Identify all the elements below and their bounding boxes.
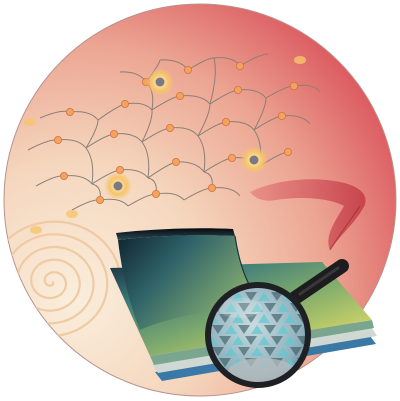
- monomer-node: [289, 82, 298, 91]
- crystal-triangle: [258, 336, 270, 345]
- crystal-triangle: [271, 292, 283, 301]
- crystal-triangle: [245, 314, 257, 323]
- crystal-triangle: [212, 325, 224, 334]
- crystal-triangle: [284, 336, 296, 345]
- film-curl-edge: [116, 228, 235, 240]
- magnifier-handle-highlight: [298, 266, 340, 296]
- monomer-node: [60, 171, 69, 180]
- monomer-node: [171, 157, 180, 166]
- chain-end-cap: [24, 118, 36, 126]
- crystal-triangle: [284, 314, 296, 323]
- crystal-triangle: [232, 314, 244, 323]
- crystal-triangle: [271, 314, 283, 323]
- crystal-triangle: [225, 325, 237, 334]
- metal-center-node: [155, 77, 165, 87]
- monomer-node: [165, 124, 174, 133]
- crystal-triangle: [232, 292, 244, 301]
- crystal-triangle: [219, 336, 231, 345]
- chain-end-cap: [294, 56, 306, 64]
- monomer-node: [183, 66, 192, 75]
- crystal-triangle: [277, 347, 289, 356]
- polymer-chain-segment: [197, 103, 211, 137]
- metal-center-node: [113, 181, 123, 191]
- crystal-triangle: [264, 303, 276, 312]
- polymer-chain-segment: [253, 97, 267, 131]
- chain-end-cap: [30, 226, 42, 234]
- polymer-chain-segment: [141, 141, 150, 179]
- lens-glare: [218, 298, 262, 318]
- crystal-triangle: [277, 325, 289, 334]
- crystal-triangle: [245, 336, 257, 345]
- metal-center-node: [249, 155, 259, 165]
- monomer-node: [227, 153, 236, 162]
- monomer-node: [207, 183, 216, 192]
- monomer-node: [96, 195, 105, 204]
- crystal-triangle: [238, 347, 250, 356]
- crystal-triangle: [258, 314, 270, 323]
- ribbon-edge: [329, 205, 361, 251]
- crystal-triangle: [212, 347, 224, 356]
- monomer-node: [175, 92, 184, 101]
- chain-end-cap: [66, 210, 78, 218]
- monomer-node: [233, 86, 242, 95]
- crystal-triangle: [251, 303, 263, 312]
- monomer-node: [110, 129, 119, 138]
- monomer-node: [283, 147, 292, 156]
- crystal-triangle: [251, 347, 263, 356]
- crystal-triangle: [271, 336, 283, 345]
- crystal-triangle: [219, 314, 231, 323]
- polymer-network: [24, 53, 321, 234]
- monomer-node: [277, 112, 286, 121]
- crystal-triangle: [264, 325, 276, 334]
- crystal-triangle: [219, 358, 231, 367]
- polymer-chain-segment: [141, 109, 153, 143]
- ribbon-shape: [250, 179, 366, 250]
- crystal-triangle: [264, 347, 276, 356]
- monomer-node: [121, 100, 130, 109]
- polymer-chain-segment: [209, 57, 216, 105]
- polymer-chain-segment: [85, 119, 99, 149]
- monomer-node: [151, 189, 160, 198]
- crystal-triangle: [277, 303, 289, 312]
- monomer-node: [66, 108, 75, 117]
- crystal-triangle: [290, 325, 302, 334]
- crystal-triangle: [225, 303, 237, 312]
- monomer-node: [235, 62, 244, 71]
- crystal-triangle: [238, 325, 250, 334]
- crystal-triangle: [245, 292, 257, 301]
- magnifier-rim: [205, 282, 311, 388]
- monomer-node: [221, 118, 230, 127]
- polymer-chain-segment: [85, 147, 94, 185]
- crystal-triangle: [238, 303, 250, 312]
- crystal-triangle: [290, 347, 302, 356]
- polymer-chain-segment: [197, 135, 206, 173]
- monomer-node: [54, 135, 63, 144]
- crystal-triangle: [225, 347, 237, 356]
- crystal-triangle: [258, 292, 270, 301]
- crystal-triangle: [251, 325, 263, 334]
- crystal-triangle: [232, 336, 244, 345]
- disk-outline: [3, 3, 397, 397]
- magnifying-glass-icon: [205, 259, 349, 388]
